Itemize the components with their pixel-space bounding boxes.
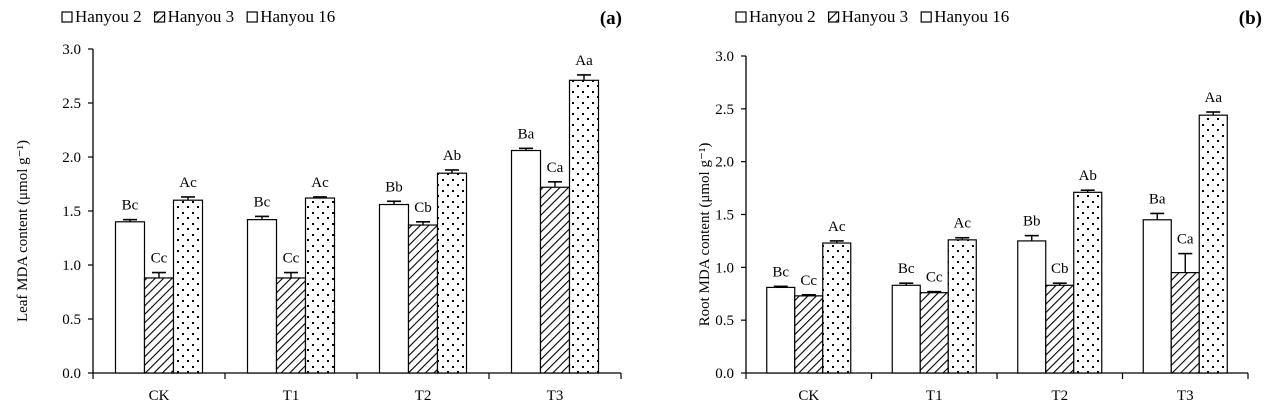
bar-hanyou-3	[919, 292, 949, 374]
significance-label: Ab	[1079, 168, 1097, 184]
y-tick-label: 1.5	[62, 204, 81, 220]
x-category-label: T1	[283, 388, 300, 404]
chart-panel-a: 0.0 0.5 1.0 1.5 2.0 2.5 3.0 CK T1 T2 T3 Leaf MDA co…	[15, 7, 622, 404]
significance-label: Ac	[179, 175, 197, 191]
significance-label: Ab	[443, 148, 461, 164]
legend-swatch-hanyou-2	[735, 11, 747, 23]
bar-hanyou-3	[407, 224, 439, 374]
y-tick-label: 0.0	[62, 366, 81, 382]
y-tick-label: 3.0	[715, 49, 734, 65]
y-tick-label: 1.0	[715, 260, 734, 276]
significance-label: Bb	[385, 179, 403, 195]
panel-label: (b)	[1239, 8, 1262, 29]
bar-hanyou-2	[891, 284, 921, 374]
panel-label: (a)	[600, 8, 622, 29]
legend-label: Hanyou 3	[168, 7, 235, 26]
y-tick-label: 1.0	[62, 258, 81, 274]
x-category-label: T2	[1051, 388, 1068, 404]
y-tick-label: 0.0	[715, 366, 734, 382]
significance-label: Bc	[122, 198, 139, 214]
bar-hanyou-3	[794, 295, 824, 374]
bar-hanyou-16	[172, 199, 204, 374]
bar-hanyou-3	[143, 277, 175, 374]
legend-label: Hanyou 16	[934, 7, 1009, 26]
x-category-label: CK	[149, 388, 170, 404]
significance-label: Ac	[828, 219, 846, 235]
x-category-label: T3	[1177, 388, 1194, 404]
y-tick-label: 2.0	[715, 155, 734, 171]
significance-label: Ca	[547, 160, 564, 176]
bar-hanyou-16	[822, 242, 852, 374]
significance-label: Bb	[1023, 214, 1041, 230]
significance-label: Aa	[1205, 90, 1223, 106]
significance-label: Cc	[151, 251, 168, 267]
y-tick-label: 0.5	[62, 312, 81, 328]
significance-label: Ac	[954, 216, 972, 232]
legend-label: Hanyou 2	[75, 7, 142, 26]
bar-hanyou-3	[1045, 284, 1075, 374]
y-tick-label: 2.5	[715, 102, 734, 118]
bar-hanyou-3	[539, 186, 571, 374]
y-tick-label: 3.0	[62, 42, 81, 58]
bar-hanyou-2	[510, 149, 542, 374]
x-category-label: T1	[926, 388, 943, 404]
y-tick-label: 2.5	[62, 96, 81, 112]
legend-swatch-hanyou-2	[61, 11, 73, 23]
significance-label: Cc	[800, 273, 817, 289]
legend-label: Hanyou 3	[842, 7, 909, 26]
significance-label: Bc	[898, 261, 915, 277]
legend-swatch-hanyou-3	[154, 11, 166, 23]
significance-label: Cc	[283, 251, 300, 267]
significance-label: Ba	[1149, 191, 1166, 207]
bar-hanyou-2	[1142, 219, 1172, 374]
significance-label: Ba	[518, 126, 535, 142]
significance-label: Bc	[254, 194, 271, 210]
significance-label: Ca	[1177, 232, 1194, 248]
legend-swatch-hanyou-16	[246, 11, 258, 23]
bar-hanyou-16	[568, 79, 600, 374]
bar-hanyou-16	[1198, 114, 1228, 374]
significance-label: Cc	[926, 270, 943, 286]
y-axis-title: Root MDA content (μmol g⁻¹)	[697, 143, 713, 327]
significance-label: Aa	[575, 53, 593, 69]
y-axis-title: Leaf MDA content (μmol g⁻¹)	[15, 140, 31, 322]
x-category-label: T2	[415, 388, 432, 404]
significance-label: Bc	[772, 264, 789, 280]
legend-swatch-hanyou-3	[827, 11, 840, 23]
legend-swatch-hanyou-16	[920, 11, 932, 23]
chart-panel-b: 0.0 0.5 1.0 1.5 2.0 2.5 3.0 CK T1 T2 T3 Root MDA co…	[697, 7, 1262, 404]
x-category-label: CK	[798, 388, 819, 404]
significance-label: Cb	[1051, 261, 1069, 277]
significance-label: Ac	[311, 175, 329, 191]
y-tick-label: 0.5	[715, 313, 734, 329]
bar-hanyou-16	[1073, 191, 1103, 374]
bar-hanyou-2	[766, 286, 796, 374]
bar-hanyou-3	[275, 277, 307, 374]
bar-hanyou-16	[947, 239, 977, 374]
bar-hanyou-2	[114, 221, 146, 374]
y-tick-label: 1.5	[715, 208, 734, 224]
y-tick-label: 2.0	[62, 150, 81, 166]
bar-hanyou-3	[1170, 272, 1200, 374]
bar-hanyou-16	[304, 197, 336, 374]
x-category-label: T3	[547, 388, 564, 404]
bar-hanyou-2	[378, 203, 410, 374]
bar-hanyou-2	[1017, 240, 1047, 374]
bar-hanyou-2	[246, 219, 278, 374]
legend-label: Hanyou 16	[260, 7, 335, 26]
significance-label: Cb	[414, 200, 432, 216]
legend-label: Hanyou 2	[749, 7, 816, 26]
bar-hanyou-16	[436, 172, 468, 374]
